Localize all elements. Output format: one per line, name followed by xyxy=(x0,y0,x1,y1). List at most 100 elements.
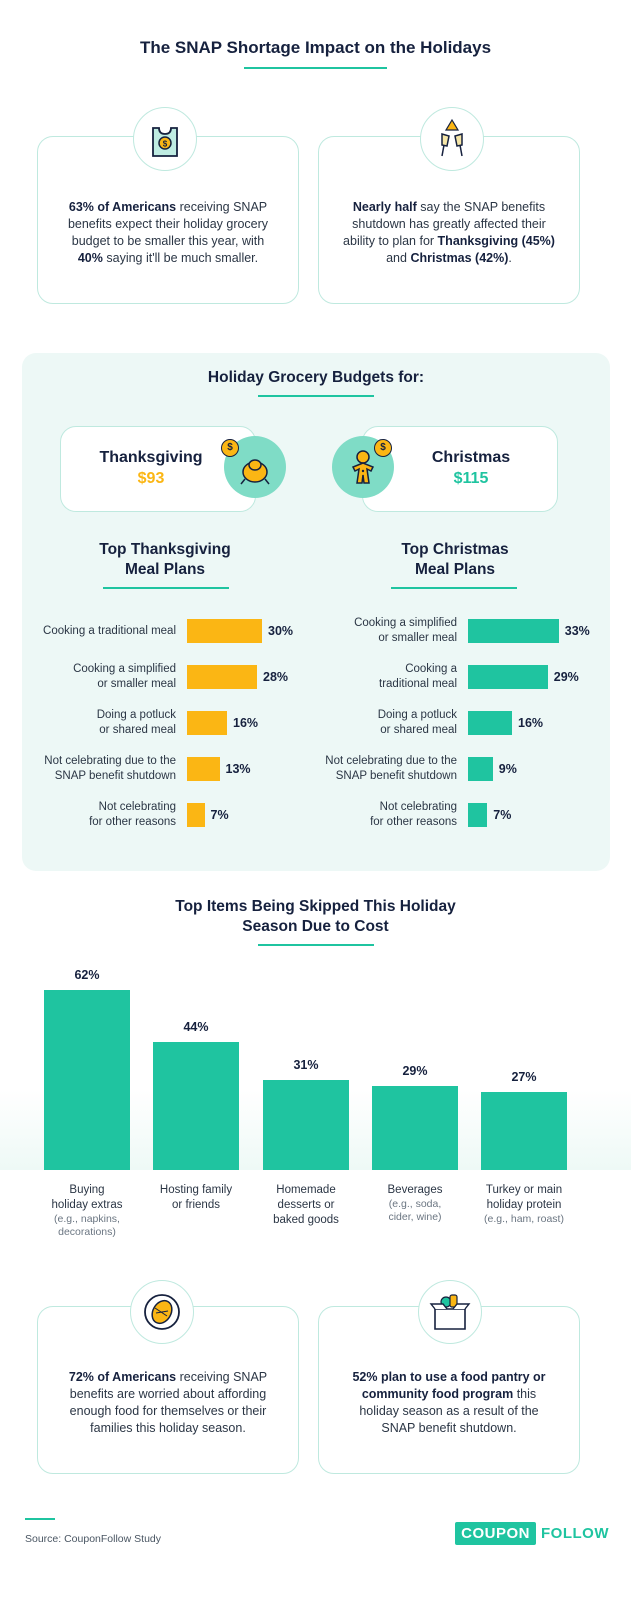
budgets-title: Holiday Grocery Budgets for: xyxy=(207,369,425,386)
hbar-category-label-line: traditional meal xyxy=(379,678,457,690)
hbar-category-label: Cooking a simplified or smaller meal xyxy=(277,616,457,646)
logo-coupon-box: COUPON xyxy=(455,1522,537,1545)
vbar-category-label: Hosting family or friends xyxy=(141,1183,251,1213)
thanksgiving-chart-underline xyxy=(103,587,229,589)
hbar-category-label-line: Doing a potluck xyxy=(377,709,457,721)
page-title: The SNAP Shortage Impact on the Holidays xyxy=(139,38,492,57)
hbar-value-label: 16% xyxy=(233,716,259,730)
hbar-category-label-line: Cooking a xyxy=(405,663,457,675)
hbar-value-label: 7% xyxy=(493,808,512,822)
stat-card-planning-affected: Nearly half say the SNAP benefits shutdo… xyxy=(318,136,580,304)
thanksgiving-label: Thanksgiving xyxy=(99,449,203,466)
hbar-value-label: 28% xyxy=(263,670,289,684)
vbar-category-label: Buying holiday extras (e.g., napkins, decor… xyxy=(32,1183,142,1239)
svg-text:$: $ xyxy=(163,140,168,149)
christmas-budget-card: Christmas $115 xyxy=(362,426,558,512)
hbar-value-label: 29% xyxy=(553,670,579,684)
hbar-category-label-line: for other reasons xyxy=(370,816,457,828)
vbar-category-label-line: or friends xyxy=(172,1199,220,1211)
vbar-value-label: 31% xyxy=(293,1058,319,1073)
hbar-category-label-line: Not celebrating xyxy=(379,801,457,813)
hbar-value-label: 13% xyxy=(225,762,251,776)
vbar-category-label: Beverages (e.g., soda, cider, wine) xyxy=(360,1183,470,1224)
hbar-bar xyxy=(187,803,205,827)
vbar-category-label-line: Homemade xyxy=(276,1184,336,1196)
hbar-value-label: 33% xyxy=(564,624,590,638)
empty-plate-icon xyxy=(130,1280,194,1344)
shopping-bag-icon: $ xyxy=(133,107,197,171)
hbar-category-label-line: Cooking a traditional meal xyxy=(43,624,176,637)
hbar-category-label-line: or smaller meal xyxy=(97,678,176,690)
thanksgiving-budget-value: $93 xyxy=(137,470,165,487)
hbar-category-label-line: Cooking a simplified xyxy=(354,617,457,629)
hbar-category-label: Cooking a simplified or smaller meal xyxy=(0,662,176,692)
source-note: Source: CouponFollow Study xyxy=(25,1533,161,1545)
thanksgiving-dollar-coin-icon: $ xyxy=(221,439,239,457)
hbar-value-label: 16% xyxy=(518,716,544,730)
hbar-bar xyxy=(468,803,488,827)
hbar-category-label-line: Not celebrating due to the xyxy=(325,755,457,767)
vbar-value-label: 27% xyxy=(511,1069,537,1084)
vbar-value-label: 29% xyxy=(402,1063,428,1078)
vbar-category-note: decorations) xyxy=(58,1226,116,1238)
hbar-category-label-line: Doing a potluck xyxy=(96,709,176,721)
christmas-chart-underline xyxy=(391,587,517,589)
hbar-value-label: 7% xyxy=(210,808,229,822)
vbar-category-label-line: desserts or xyxy=(277,1199,335,1211)
vbar-category-label: Turkey or main holiday protein (e.g., ham,… xyxy=(469,1183,579,1226)
hbar-category-label: Not celebrating for other reasons xyxy=(0,800,176,830)
hbar-category-label: Not celebrating due to the SNAP benefit s… xyxy=(0,754,176,784)
vbar-category-label: Homemade desserts or baked goods xyxy=(251,1183,361,1228)
vbar-category-label-line: holiday extras xyxy=(51,1199,123,1211)
vbar-value-label: 62% xyxy=(74,968,100,983)
vbar-category-note: (e.g., ham, roast) xyxy=(484,1213,564,1225)
hbar-category-label: Not celebrating due to the SNAP benefit s… xyxy=(277,754,457,784)
vbar-category-label-line: Beverages xyxy=(387,1184,443,1196)
hbar-category-label-line: SNAP benefit shutdown xyxy=(335,770,457,782)
logo-follow-text: FOLLOW xyxy=(541,1525,609,1542)
hbar-value-label: 30% xyxy=(268,624,294,638)
hbar-bar xyxy=(187,711,227,735)
vbar-category-label-line: Turkey or main xyxy=(485,1184,563,1196)
hbar-bar xyxy=(187,665,257,689)
christmas-budget-value: $115 xyxy=(453,470,489,487)
hbar-bar xyxy=(187,757,220,781)
skipped-items-title: Top Items Being Skipped This Holiday Sea… xyxy=(175,898,456,935)
vbar-value-label: 44% xyxy=(183,1020,209,1035)
skipped-items-underline xyxy=(258,944,374,946)
hbar-category-label-line: for other reasons xyxy=(89,816,176,828)
christmas-label: Christmas xyxy=(431,449,511,466)
champagne-glasses-icon xyxy=(420,107,484,171)
hbar-category-label-line: or smaller meal xyxy=(378,632,457,644)
hbar-category-label-line: Not celebrating xyxy=(98,801,176,813)
footer-divider xyxy=(25,1518,55,1520)
vbar-bar xyxy=(153,1042,239,1170)
vbar-bar xyxy=(481,1091,567,1170)
hbar-category-label-line: or shared meal xyxy=(99,724,176,736)
hbar-bar xyxy=(468,711,512,735)
vbar-category-label-line: baked goods xyxy=(273,1214,339,1226)
title-underline xyxy=(244,67,387,69)
hbar-category-label: Doing a potluck or shared meal xyxy=(0,708,176,738)
hbar-category-label-line: or shared meal xyxy=(380,724,457,736)
hbar-category-label-line: SNAP benefit shutdown xyxy=(54,770,176,782)
budgets-title-underline xyxy=(258,395,374,397)
vbar-category-note: (e.g., napkins, xyxy=(54,1213,120,1225)
vbar-bar xyxy=(44,990,130,1170)
couponfollow-logo: COUPON FOLLOW xyxy=(455,1522,609,1545)
vbar-category-label-line: Hosting family xyxy=(159,1184,233,1196)
vbar-category-label-line: holiday protein xyxy=(486,1199,562,1211)
hbar-category-label: Cooking a traditional meal xyxy=(0,624,176,639)
food-box-icon xyxy=(418,1280,482,1344)
vbar-category-label-line: Buying xyxy=(69,1184,105,1196)
christmas-chart-title: Top Christmas Meal Plans xyxy=(401,541,509,578)
vbar-category-note: cider, wine) xyxy=(388,1211,442,1223)
hbar-category-label-line: Not celebrating due to the xyxy=(44,755,176,767)
vbar-bar xyxy=(263,1080,349,1170)
hbar-category-label-line: Cooking a simplified xyxy=(73,663,176,675)
thanksgiving-chart-title: Top Thanksgiving Meal Plans xyxy=(99,541,231,578)
vbar-bar xyxy=(372,1085,458,1170)
hbar-bar xyxy=(187,619,262,643)
hbar-value-label: 9% xyxy=(498,762,517,776)
vbar-category-note: (e.g., soda, xyxy=(388,1198,442,1210)
